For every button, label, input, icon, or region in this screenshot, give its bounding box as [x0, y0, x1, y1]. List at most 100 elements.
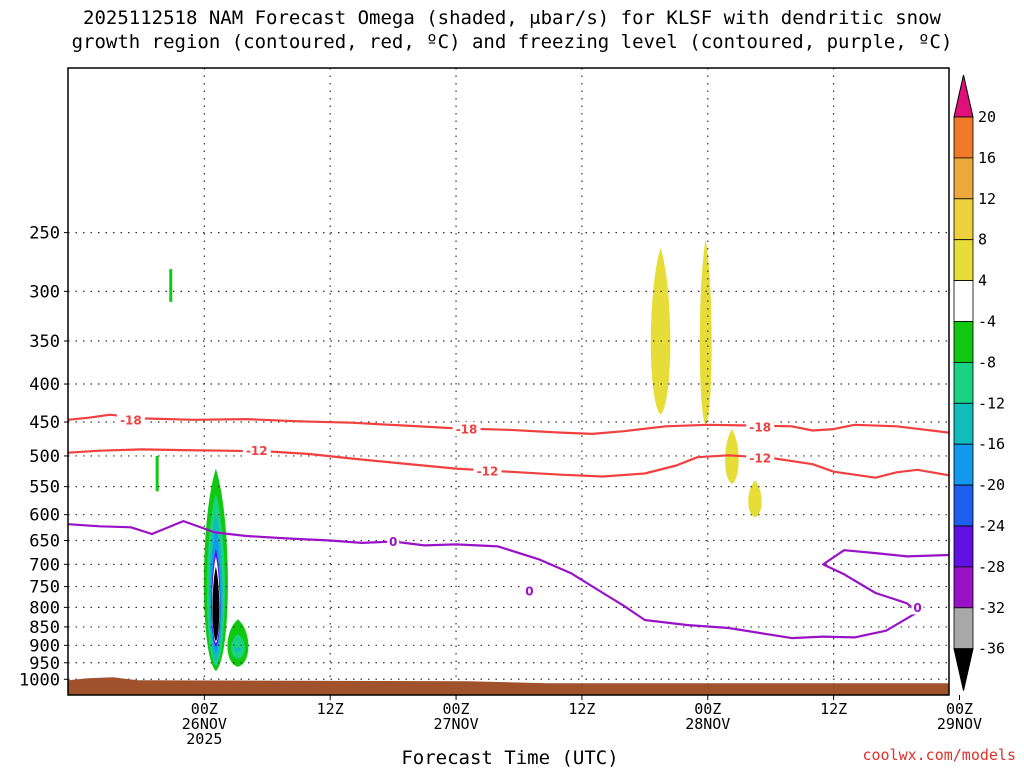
contour-label-bg — [242, 443, 271, 458]
y-tick-label: 400 — [29, 375, 60, 395]
colorbar: 20 16 12 8 4 -4 -8 -12 -16 -20 -24 -28 -32 -36 — [953, 74, 1005, 691]
y-tick-label: 750 — [29, 578, 60, 598]
colorbar-label: -8 — [978, 353, 996, 371]
colorbar-swatch — [953, 280, 974, 322]
y-tick-label: 450 — [29, 413, 60, 433]
y-tick-label: 600 — [29, 506, 60, 526]
x-axis-label: Forecast Time (UTC) — [401, 747, 619, 769]
colorbar-label: 16 — [978, 149, 996, 167]
contour-label-bg — [387, 534, 400, 549]
colorbar-label: 8 — [978, 231, 987, 249]
y-tick-label: 900 — [29, 636, 60, 656]
ascent-secondary-level-12 — [234, 647, 242, 652]
contour-label-bg — [911, 600, 924, 615]
colorbar-swatch — [953, 116, 974, 159]
x-tick-label: 29NOV — [937, 715, 982, 733]
x-tick-label: 27NOV — [433, 715, 478, 733]
y-tick-label: 800 — [29, 598, 60, 618]
chart-title-line1: 2025112518 NAM Forecast Omega (shaded, μ… — [83, 7, 941, 29]
y-tick-label: 300 — [29, 282, 60, 302]
x-tick-label: 00Z — [191, 700, 218, 718]
colorbar-label: -20 — [978, 476, 1005, 494]
x-tick-label: 28NOV — [685, 715, 730, 733]
y-tick-label: 550 — [29, 478, 60, 498]
descent-yellow-1 — [650, 247, 671, 415]
chart-title-line2: growth region (contoured, red, ºC) and f… — [71, 31, 953, 53]
contour-dgz-minus18 — [67, 413, 950, 435]
ascent-secondary-level-8 — [231, 634, 245, 659]
ascent-streak-530 — [155, 455, 159, 492]
colorbar-label: -36 — [978, 640, 1005, 658]
colorbar-swatch — [953, 566, 974, 609]
y-tick-label: 700 — [29, 555, 60, 575]
colorbar-label: -32 — [978, 599, 1005, 617]
contour-label: -18 — [749, 420, 771, 434]
contour-label: 0 — [913, 601, 921, 615]
ascent-streak-300 — [169, 269, 173, 302]
contour-dgz-minus12 — [67, 448, 950, 479]
colorbar-arrow-top — [953, 74, 974, 118]
contour-label: -12 — [477, 465, 499, 479]
contour-freezing-0 — [67, 520, 950, 640]
y-tick-label: 350 — [29, 332, 60, 352]
colorbar-swatch — [953, 239, 974, 281]
x-tick-label: 12Z — [317, 700, 344, 718]
colorbar-swatch — [953, 321, 974, 363]
descent-yellow-2 — [699, 238, 712, 426]
x-tick-label: 2025 — [186, 730, 222, 748]
contour-label: -12 — [246, 444, 268, 458]
omega-shading-layer — [155, 238, 762, 672]
colorbar-swatch — [953, 198, 974, 241]
contour-label-bg — [523, 583, 536, 598]
terrain-surface — [68, 677, 949, 695]
x-tick-label: 00Z — [443, 700, 470, 718]
colorbar-swatch — [953, 484, 974, 527]
contour-label: -18 — [456, 423, 478, 437]
contour-label-bg — [452, 422, 481, 437]
x-tick-label: 00Z — [946, 700, 973, 718]
x-tick-label: 26NOV — [182, 715, 227, 733]
contour-label: 0 — [525, 584, 533, 598]
descent-yellow-4 — [748, 480, 762, 518]
y-tick-label: 500 — [29, 447, 60, 467]
credit-link[interactable]: coolwx.com/models — [862, 746, 1016, 764]
colorbar-swatch — [953, 607, 974, 650]
contour-label-bg — [473, 464, 502, 479]
colorbar-arrow-bottom — [953, 648, 974, 691]
colorbar-label: 12 — [978, 190, 996, 208]
ascent-main-core — [212, 566, 220, 642]
contour-label: 0 — [389, 535, 397, 549]
y-tick-label: 250 — [29, 224, 60, 244]
colorbar-swatch — [953, 157, 974, 200]
x-tick-label: 12Z — [568, 700, 595, 718]
x-tick-label: 00Z — [694, 700, 721, 718]
x-tick-label: 12Z — [820, 700, 847, 718]
contour-label-bg — [746, 419, 775, 434]
y-tick-label: 650 — [29, 531, 60, 551]
colorbar-swatch — [953, 402, 974, 445]
contour-label: -12 — [749, 451, 771, 465]
colorbar-swatch — [953, 443, 974, 486]
colorbar-label: -4 — [978, 313, 996, 331]
contour-label-bg — [746, 450, 775, 465]
colorbar-label: 4 — [978, 272, 987, 290]
colorbar-label: 20 — [978, 108, 996, 126]
y-tick-label: 850 — [29, 618, 60, 638]
terrain-layer — [68, 677, 949, 695]
colorbar-label: -28 — [978, 558, 1005, 576]
colorbar-swatch — [953, 361, 974, 404]
colorbar-label: -24 — [978, 517, 1005, 535]
contour-label: -18 — [120, 413, 142, 427]
colorbar-label: -16 — [978, 435, 1005, 453]
colorbar-label: -12 — [978, 394, 1005, 412]
contour-layer: -18 -18 -18 -12 -12 -12 0 0 0 — [67, 412, 950, 640]
y-tick-label: 950 — [29, 654, 60, 674]
chart-title: 2025112518 NAM Forecast Omega (shaded, μ… — [0, 6, 1024, 54]
plot-frame — [67, 67, 950, 696]
y-axis-ticks: 2503003504004505005506006507007508008509… — [19, 224, 68, 690]
y-tick-label: 1000 — [19, 670, 60, 690]
contour-label-bg — [116, 412, 145, 427]
gridlines — [68, 68, 949, 695]
